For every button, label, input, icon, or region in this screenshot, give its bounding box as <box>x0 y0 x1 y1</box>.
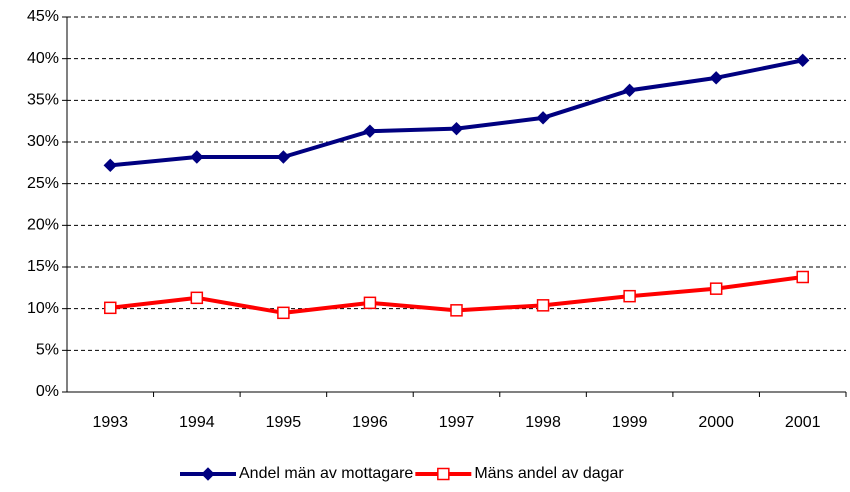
x-tick-label: 1998 <box>525 414 561 431</box>
data-point <box>450 304 463 317</box>
y-tick-label: 25% <box>27 175 59 192</box>
data-point <box>190 150 204 164</box>
data-point <box>276 150 291 164</box>
legend-label: Mäns andel av dagar <box>474 465 624 482</box>
y-tick-label: 5% <box>36 342 59 359</box>
data-point <box>104 301 117 315</box>
x-tick-label: 1993 <box>92 414 128 431</box>
data-point <box>536 111 550 125</box>
data-point <box>449 121 464 136</box>
y-tick-label: 45% <box>27 8 59 25</box>
data-point <box>190 291 204 305</box>
y-tick-label: 30% <box>27 133 59 150</box>
data-point <box>103 158 117 173</box>
x-tick-label: 1996 <box>352 414 388 431</box>
data-point <box>363 124 377 138</box>
x-tick-label: 1999 <box>612 414 648 431</box>
data-point <box>277 306 290 320</box>
y-tick-label: 35% <box>27 92 59 109</box>
data-point <box>796 270 809 284</box>
data-point <box>536 299 550 312</box>
x-tick-label: 2001 <box>785 414 821 431</box>
data-point <box>709 282 723 295</box>
data-point <box>709 71 723 85</box>
x-tick-label: 1994 <box>179 414 215 431</box>
data-point <box>363 296 377 310</box>
y-tick-label: 0% <box>36 383 59 400</box>
series-line <box>110 58 804 168</box>
legend-marker <box>201 467 215 481</box>
y-tick-label: 15% <box>27 258 59 275</box>
data-point <box>623 289 636 303</box>
x-tick-label: 1997 <box>439 414 475 431</box>
data-point <box>622 83 637 98</box>
legend-label: Andel män av mottagare <box>239 465 413 482</box>
x-tick-label: 2000 <box>698 414 734 431</box>
x-tick-label: 1995 <box>266 414 302 431</box>
y-tick-label: 10% <box>27 300 59 317</box>
y-tick-label: 40% <box>27 50 59 67</box>
y-tick-label: 20% <box>27 217 59 234</box>
data-point <box>796 53 810 68</box>
legend-marker <box>437 467 450 481</box>
